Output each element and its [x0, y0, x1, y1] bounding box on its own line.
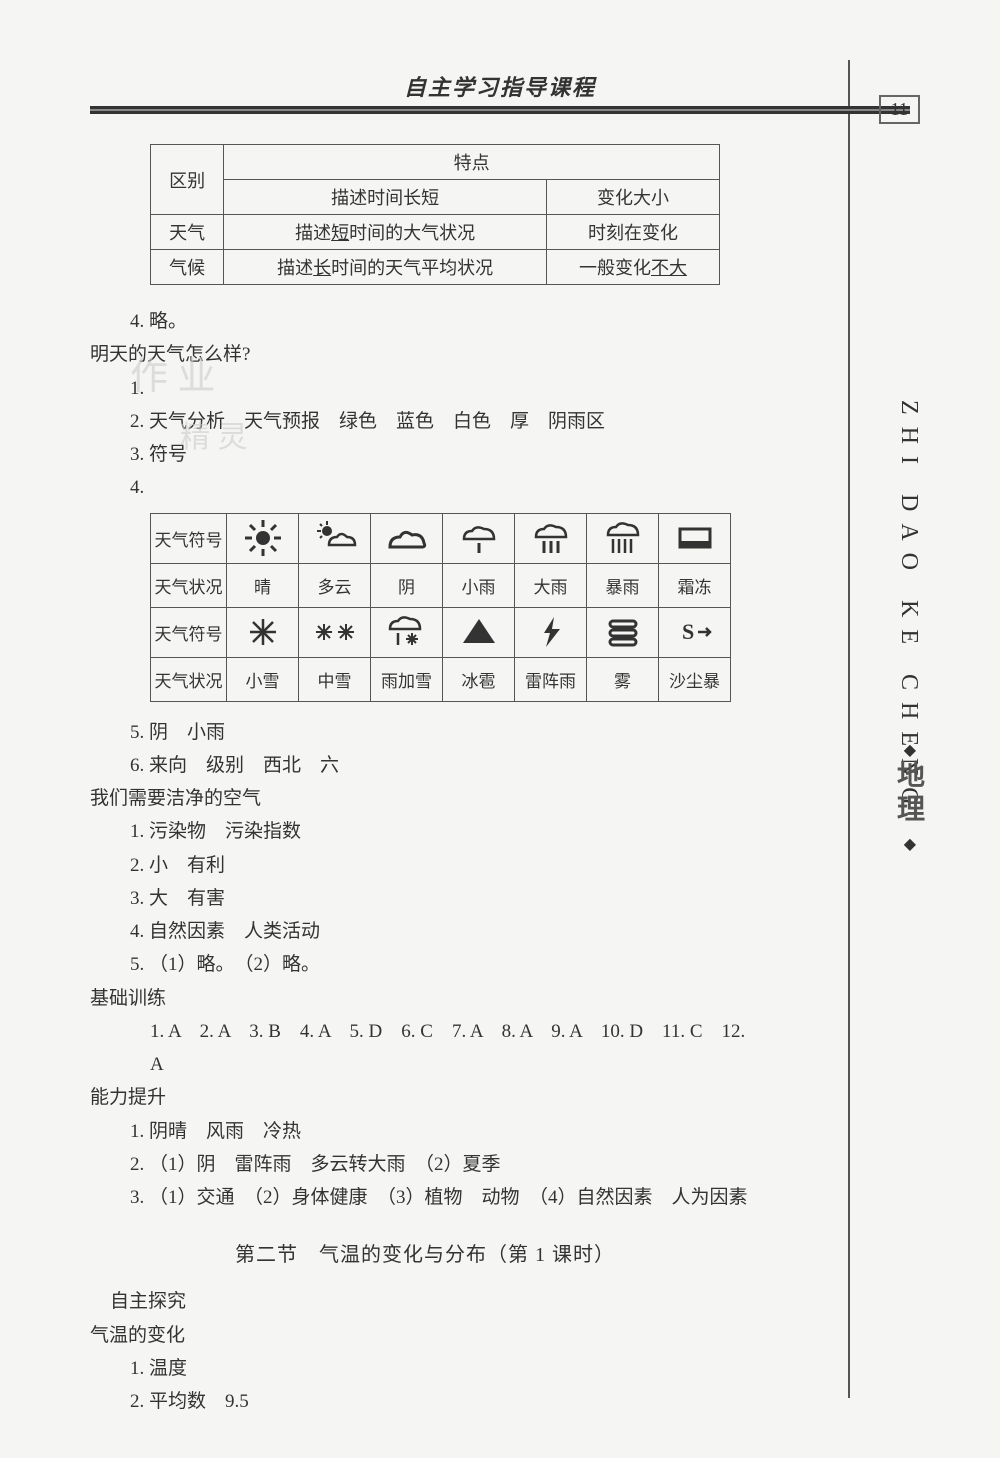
light-rain-icon	[443, 513, 515, 563]
t2-r1-2: 阴	[371, 563, 443, 607]
thunderstorm-icon	[515, 607, 587, 657]
sec1-l4: 4.	[130, 471, 760, 504]
t2-r2-0: 小雪	[227, 657, 299, 701]
sec4-l1: 1. 阴晴 风雨 冷热	[130, 1115, 760, 1148]
q6: 6. 来向 级别 西北 六	[130, 749, 760, 782]
page-right-border	[848, 60, 850, 1398]
sec2-l1: 1. 污染物 污染指数	[130, 815, 760, 848]
header-divider	[90, 106, 910, 114]
t2-r1-6: 霜冻	[659, 563, 731, 607]
table1-r0-c2a: 描述短时间的大气状况	[224, 215, 547, 250]
t2-r1-3: 小雨	[443, 563, 515, 607]
t2-r2-4: 雷阵雨	[515, 657, 587, 701]
t2-r2-3: 冰雹	[443, 657, 515, 701]
page-header: 自主学习指导课程	[60, 70, 940, 114]
header-title: 自主学习指导课程	[60, 70, 940, 106]
t2-rl0: 天气符号	[151, 513, 227, 563]
sec5-title: 自主探究	[110, 1285, 760, 1318]
hail-icon	[443, 607, 515, 657]
table1-hdr-col1: 区别	[151, 145, 224, 215]
sec5-l1: 1. 温度	[130, 1352, 760, 1385]
t2-r2-6: 沙尘暴	[659, 657, 731, 701]
sandstorm-icon: S	[659, 607, 731, 657]
sec1-title: 明天的天气怎么样?	[90, 338, 760, 371]
t2-r1-0: 晴	[227, 563, 299, 607]
table1-r1-c2a: 描述长时间的天气平均状况	[224, 250, 547, 285]
svg-text:S: S	[682, 619, 694, 644]
moderate-snow-icon	[299, 607, 371, 657]
light-snow-icon	[227, 607, 299, 657]
t2-r1-5: 暴雨	[587, 563, 659, 607]
table1-r0-c1: 天气	[151, 215, 224, 250]
sunny-icon	[227, 513, 299, 563]
q5: 5. 阴 小雨	[130, 716, 760, 749]
side-dot-2: ◆	[904, 834, 916, 854]
table1-hdr-col2: 特点	[224, 145, 720, 180]
side-dot-1: ◆	[904, 740, 916, 760]
cloudy-icon	[371, 513, 443, 563]
sec3-title: 基础训练	[90, 982, 760, 1015]
partly-cloudy-icon	[299, 513, 371, 563]
sec2-l3: 3. 大 有害	[130, 882, 760, 915]
sec2-l5: 5. （1）略。 （2）略。	[130, 948, 760, 981]
sec4-l2: 2. （1）阴 雷阵雨 多云转大雨 （2）夏季	[130, 1148, 760, 1181]
table1-r1-c1: 气候	[151, 250, 224, 285]
next-section-title: 第二节 气温的变化与分布（第 1 课时）	[90, 1238, 760, 1267]
sleet-icon	[371, 607, 443, 657]
page-number: 11	[879, 95, 920, 124]
sec2-l4: 4. 自然因素 人类活动	[130, 915, 760, 948]
side-cn: 地理	[888, 760, 928, 828]
q4: 4. 略。	[130, 305, 760, 338]
sec1-l2: 2. 天气分析 天气预报 绿色 蓝色 白色 厚 阴雨区	[130, 405, 760, 438]
table1-hdr-col2a: 描述时间长短	[224, 180, 547, 215]
sec1-l1: 1.	[130, 372, 760, 405]
rainstorm-icon	[587, 513, 659, 563]
t2-rl1: 天气状况	[151, 563, 227, 607]
sec4-l3: 3. （1）交通 （2）身体健康 （3）植物 动物 （4）自然因素 人为因素	[130, 1181, 760, 1214]
t2-r2-1: 中雪	[299, 657, 371, 701]
weather-symbols-table: 天气符号 天气状况 晴 多云 阴 小雨 大雨 暴雨 霜冻 天气符号	[150, 513, 731, 702]
frost-icon	[659, 513, 731, 563]
sec4-title: 能力提升	[90, 1081, 760, 1114]
t2-rl3: 天气状况	[151, 657, 227, 701]
t2-r1-1: 多云	[299, 563, 371, 607]
sec5-l2: 2. 平均数 9.5	[130, 1385, 760, 1418]
fog-icon	[587, 607, 659, 657]
sec1-l3: 3. 符号	[130, 438, 760, 471]
table1-r0-c2b: 时刻在变化	[546, 215, 719, 250]
t2-r2-5: 雾	[587, 657, 659, 701]
heavy-rain-icon	[515, 513, 587, 563]
table1-r1-c2b: 一般变化不大	[546, 250, 719, 285]
t2-r2-2: 雨加雪	[371, 657, 443, 701]
t2-rl2: 天气符号	[151, 607, 227, 657]
t2-r1-4: 大雨	[515, 563, 587, 607]
comparison-table: 区别 特点 描述时间长短 变化大小 天气 描述短时间的大气状况 时刻在变化 气候…	[150, 144, 720, 285]
sec3-ans: 1. A 2. A 3. B 4. A 5. D 6. C 7. A 8. A …	[150, 1015, 760, 1082]
sec2-l2: 2. 小 有利	[130, 849, 760, 882]
sec2-title: 我们需要洁净的空气	[90, 782, 760, 815]
table1-hdr-col2b: 变化大小	[546, 180, 719, 215]
sec5-sub: 气温的变化	[90, 1319, 760, 1352]
